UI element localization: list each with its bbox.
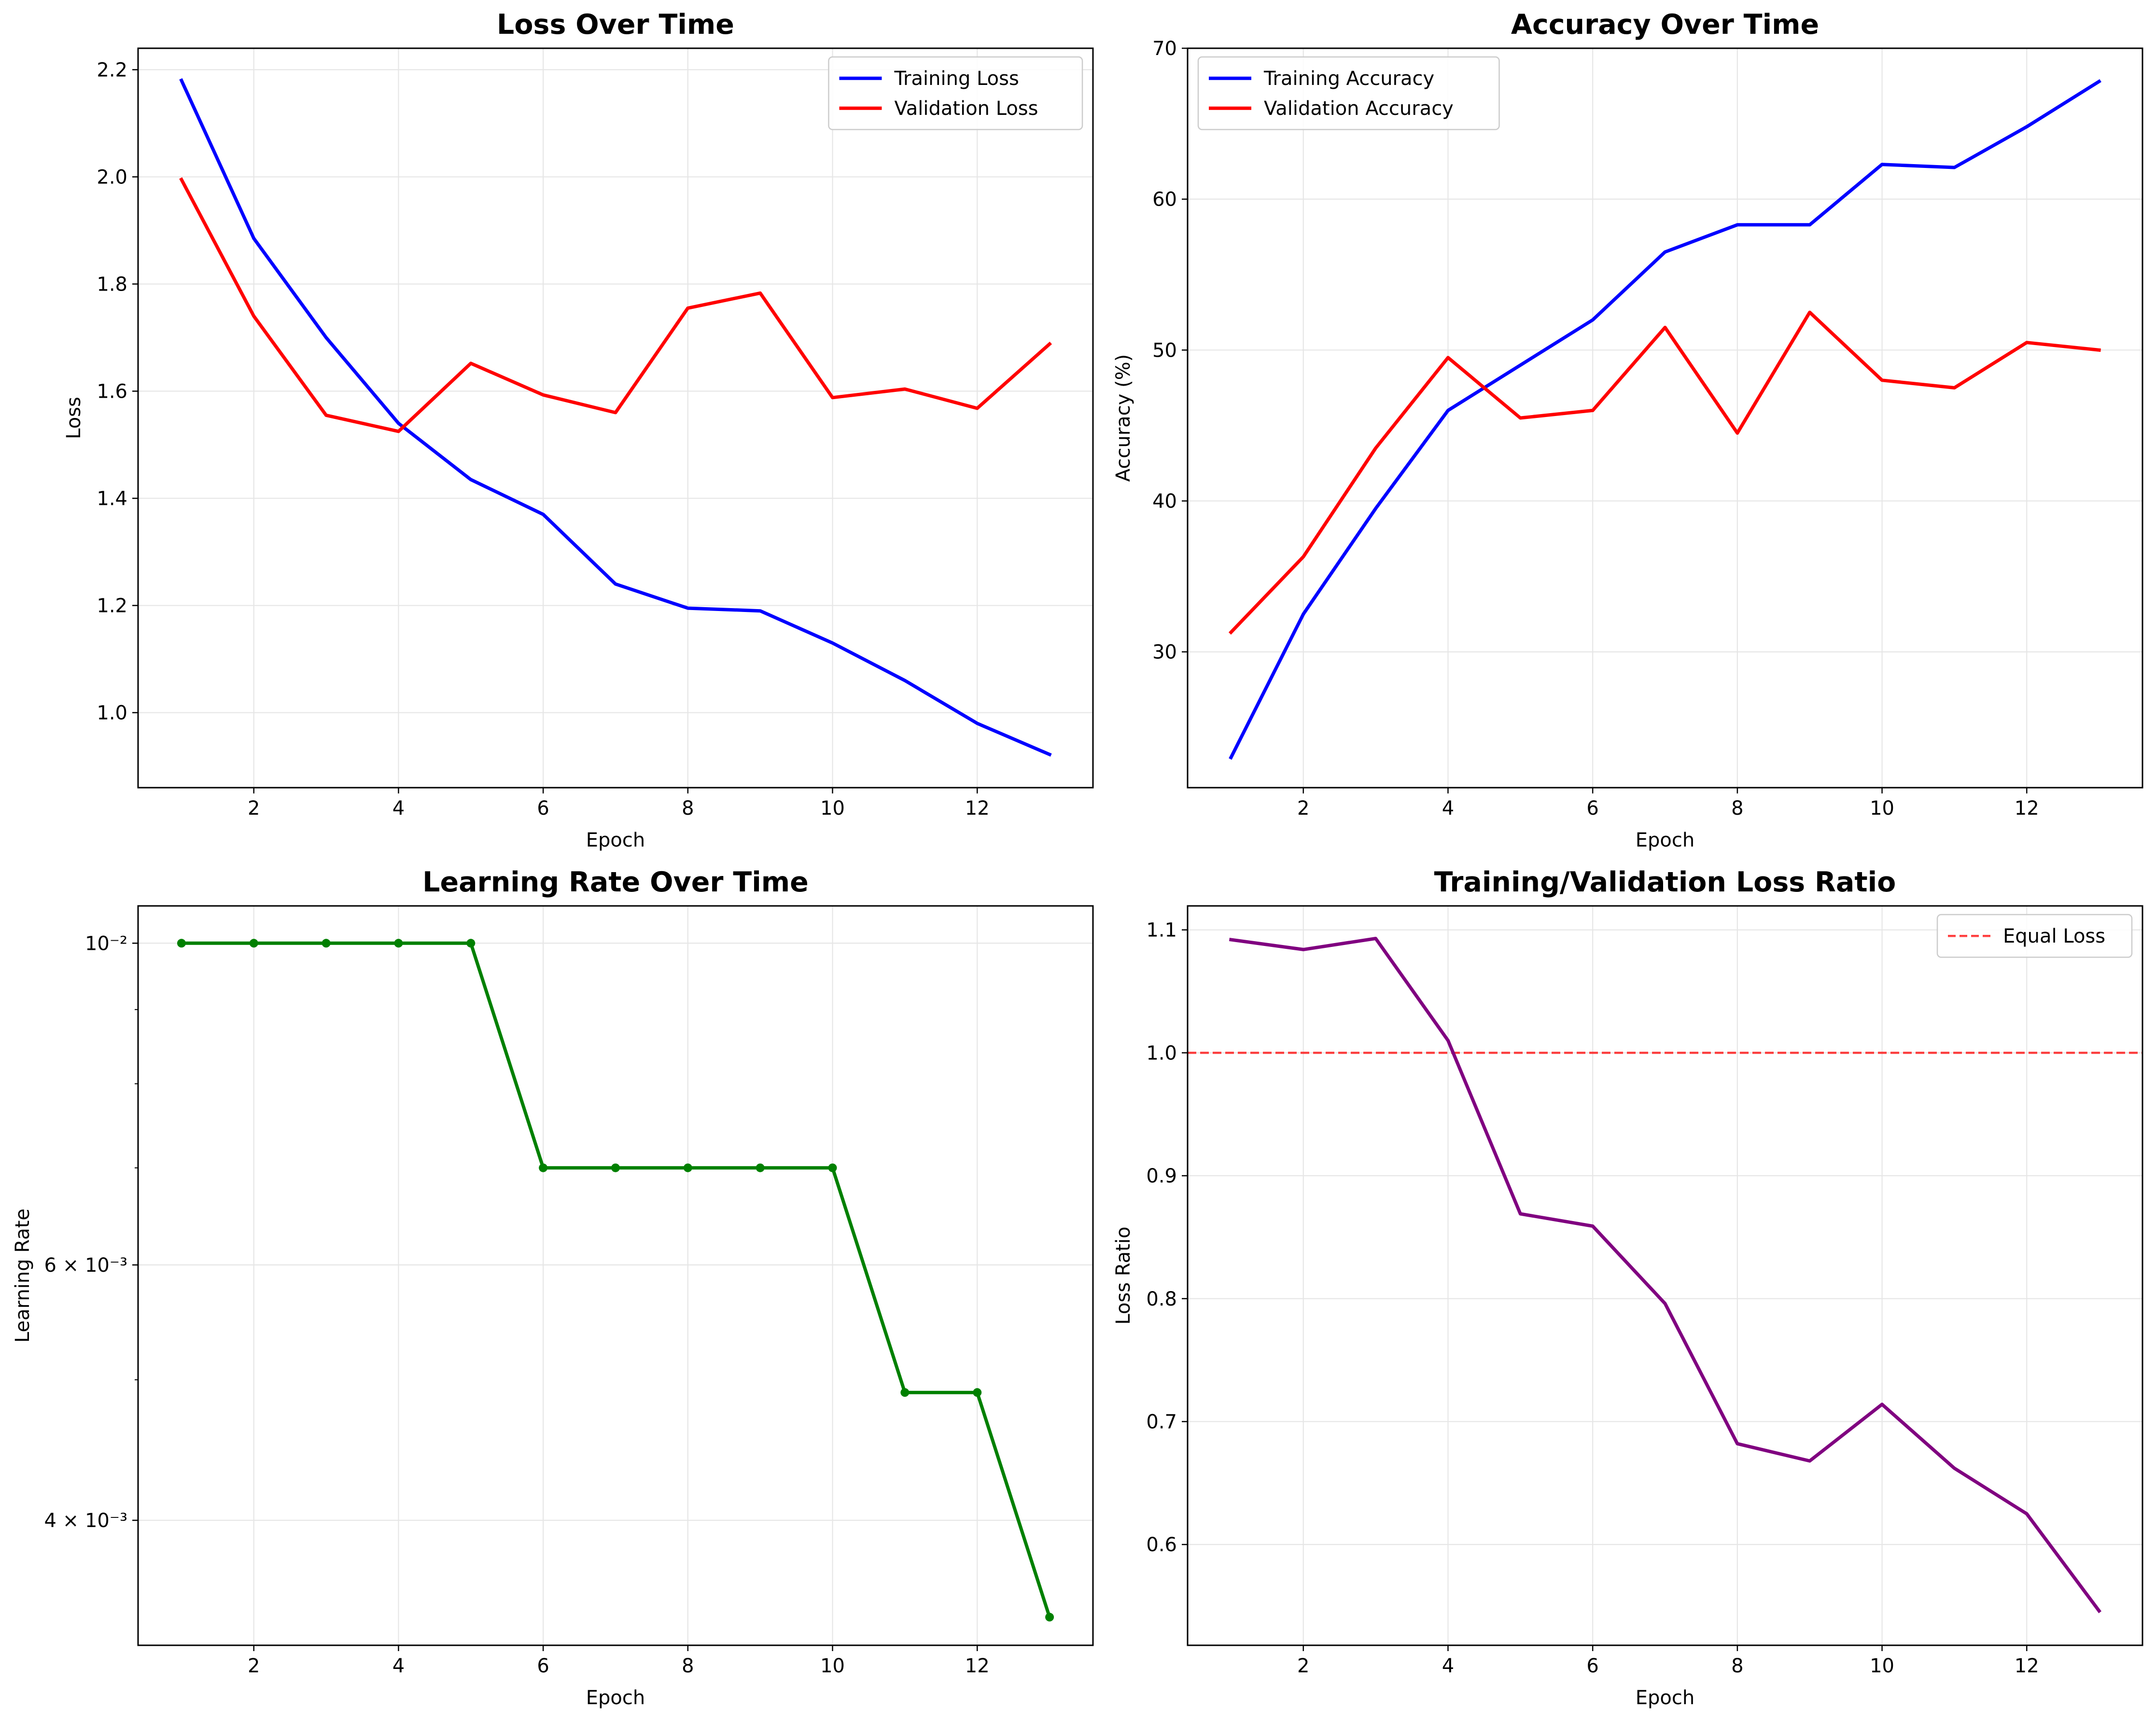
x-tick-label: 6 — [537, 1655, 549, 1677]
legend-box — [1197, 56, 1500, 130]
x-axis-label: Epoch — [586, 1687, 645, 1709]
y-tick-label: 70 — [1152, 38, 1177, 60]
y-tick-label: 1.6 — [97, 380, 127, 403]
x-tick-label: 10 — [1870, 1655, 1894, 1677]
x-tick-label: 10 — [820, 797, 845, 820]
x-tick-label: 2 — [248, 1655, 260, 1677]
x-tick-label: 4 — [1442, 1655, 1454, 1677]
chart-panel-3: 2 4 6 8 10 12 10⁻² 6 × 10⁻³ 4 × 10⁻³ Learning Rat… — [12, 866, 1094, 1709]
y-tick-label: 0.8 — [1146, 1288, 1177, 1310]
x-tick-label: 4 — [392, 797, 405, 820]
x-tick-label: 2 — [248, 797, 260, 820]
series-line-1 — [1229, 937, 2101, 1613]
y-tick-label: 10⁻² — [85, 932, 127, 955]
y-tick-label: 1.2 — [97, 595, 127, 617]
series-line-training-loss — [179, 78, 1052, 757]
data-point — [1045, 1612, 1054, 1622]
data-point — [177, 939, 186, 948]
x-tick-label: 2 — [1297, 797, 1309, 820]
chart-panel-4: 2 4 6 8 10 12 0.6 0.7 0.8 0.9 1.0 1.1 Training/Valid… — [1112, 866, 2143, 1709]
legend: Training Loss Validation Loss — [828, 56, 1083, 130]
y-tick-label: 2.0 — [97, 166, 127, 188]
x-tick-label: 12 — [2015, 797, 2039, 820]
y-tick-label: 6 × 10⁻³ — [44, 1254, 127, 1277]
x-tick-label: 6 — [1586, 1655, 1598, 1677]
x-axis-label: Epoch — [1636, 829, 1694, 851]
data-point — [394, 939, 403, 948]
y-tick-label: 1.8 — [97, 273, 127, 295]
data-point — [683, 1163, 692, 1172]
data-point — [828, 1163, 837, 1172]
y-axis-label: Loss — [63, 397, 85, 439]
legend-label-training-accuracy: Training Accuracy — [1263, 68, 1434, 90]
x-axis-label: Epoch — [586, 829, 645, 851]
series-line-1 — [180, 941, 1052, 1620]
y-tick-label: 50 — [1152, 339, 1177, 361]
y-tick-label: 30 — [1152, 641, 1177, 664]
y-axis-label: Learning Rate — [12, 1209, 34, 1343]
y-tick-label: 1.0 — [97, 702, 127, 724]
legend-box — [828, 56, 1083, 130]
y-tick-label: 0.6 — [1146, 1534, 1177, 1556]
series-line-training-accuracy — [1229, 79, 2101, 760]
x-tick-label: 6 — [537, 797, 549, 820]
data-point — [322, 939, 331, 948]
x-tick-label: 10 — [1870, 797, 1894, 820]
x-tick-label: 8 — [682, 797, 694, 820]
y-tick-label: 1.0 — [1146, 1042, 1177, 1064]
y-tick-label: 4 × 10⁻³ — [44, 1510, 127, 1532]
chart-title: Loss Over Time — [497, 9, 734, 41]
data-point — [611, 1163, 620, 1172]
x-axis-label: Epoch — [1636, 1687, 1694, 1709]
x-tick-label: 12 — [965, 797, 990, 820]
chart-panel-1: 2 4 6 8 10 12 1.0 1.2 1.4 1.6 1.8 2.0 2.2 Loss Over T… — [63, 9, 1094, 851]
x-tick-label: 4 — [1442, 797, 1454, 820]
legend-label-equal-loss: Equal Loss — [2003, 925, 2105, 947]
data-point — [900, 1388, 910, 1397]
y-tick-label: 60 — [1152, 189, 1177, 211]
x-tick-label: 12 — [965, 1655, 990, 1677]
y-tick-label: 0.7 — [1146, 1411, 1177, 1433]
data-point — [756, 1163, 765, 1172]
y-axis-label: Accuracy (%) — [1112, 354, 1134, 482]
y-tick-label: 1.1 — [1146, 919, 1177, 942]
legend: Equal Loss — [1936, 914, 2133, 958]
legend-box — [1936, 914, 2133, 958]
axes-frame — [1187, 47, 2143, 789]
y-tick-label: 40 — [1152, 490, 1177, 513]
data-point — [249, 939, 258, 948]
legend-label-validation-accuracy: Validation Accuracy — [1264, 97, 1454, 120]
legend: Training Accuracy Validation Accuracy — [1197, 56, 1500, 130]
x-tick-label: 12 — [2015, 1655, 2039, 1677]
x-tick-label: 4 — [392, 1655, 405, 1677]
legend-label-validation-loss: Validation Loss — [895, 97, 1038, 120]
x-tick-label: 8 — [1731, 1655, 1743, 1677]
x-tick-label: 8 — [1731, 797, 1743, 820]
chart-panel-2: 2 4 6 8 10 12 30 40 50 60 70 Accuracy Over Time Epoc… — [1112, 9, 2143, 851]
chart-title: Accuracy Over Time — [1511, 9, 1819, 41]
y-tick-label: 2.2 — [97, 59, 127, 81]
chart-title: Training/Validation Loss Ratio — [1434, 866, 1896, 898]
data-point — [539, 1163, 548, 1172]
y-tick-label: 1.4 — [97, 488, 127, 510]
data-point — [466, 939, 476, 948]
y-axis-label: Loss Ratio — [1112, 1226, 1134, 1324]
x-tick-label: 10 — [820, 1655, 845, 1677]
legend-label-training-loss: Training Loss — [894, 68, 1019, 90]
x-tick-label: 8 — [682, 1655, 694, 1677]
y-tick-label: 0.9 — [1146, 1165, 1177, 1187]
series-line-validation-loss — [179, 177, 1052, 433]
axes-frame — [137, 905, 1094, 1646]
x-tick-label: 2 — [1297, 1655, 1309, 1677]
axes-frame — [137, 47, 1094, 789]
axes-frame — [1187, 905, 2143, 1646]
x-tick-label: 6 — [1586, 797, 1598, 820]
series-line-validation-accuracy — [1228, 310, 2101, 635]
data-point — [973, 1388, 982, 1397]
chart-title: Learning Rate Over Time — [422, 866, 809, 898]
